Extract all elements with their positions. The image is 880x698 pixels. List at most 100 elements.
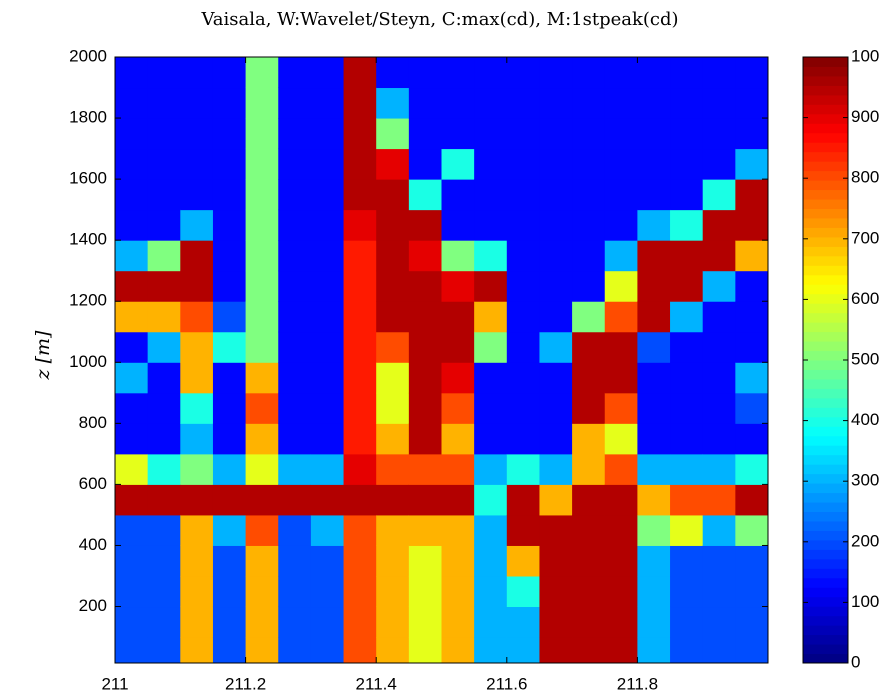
heat-cell — [735, 331, 768, 363]
heat-cell — [474, 87, 508, 119]
heat-cell — [376, 331, 410, 363]
heat-cell — [278, 637, 312, 663]
heat-cell — [278, 484, 312, 516]
heat-cell — [147, 240, 181, 272]
heat-cell — [702, 514, 736, 546]
heat-cell — [408, 606, 442, 638]
heat-cell — [147, 362, 181, 394]
heat-cell — [310, 87, 345, 119]
heat-cell — [474, 453, 508, 485]
heat-cell — [637, 240, 671, 272]
colorbar-step — [803, 132, 848, 143]
heat-cell — [115, 484, 149, 516]
heat-cell — [147, 453, 181, 485]
heat-cell — [376, 484, 410, 516]
colorbar-step — [803, 549, 848, 560]
heat-cell — [604, 240, 638, 272]
colorbar-step — [803, 577, 848, 588]
heat-cell — [115, 637, 149, 663]
heatmap — [115, 57, 768, 663]
heat-cell — [180, 57, 214, 89]
heat-cell — [376, 240, 410, 272]
heat-cell — [539, 606, 573, 638]
heat-cell — [376, 453, 410, 485]
heat-cell — [572, 179, 606, 211]
heat-cell — [245, 423, 279, 455]
heat-cell — [245, 514, 279, 546]
heat-cell — [147, 209, 181, 241]
heat-cell — [670, 606, 704, 638]
heat-cell — [637, 484, 671, 516]
heat-cell — [278, 209, 312, 241]
heat-cell — [245, 362, 279, 394]
colorbar-step — [803, 312, 848, 323]
colorbar-step — [803, 492, 848, 503]
heat-cell — [474, 331, 508, 363]
heat-cell — [245, 87, 279, 119]
heat-cell — [670, 301, 704, 333]
heat-cell — [180, 270, 214, 302]
heat-cell — [572, 87, 606, 119]
heat-cell — [572, 453, 606, 485]
heat-cell — [278, 423, 312, 455]
heat-cell — [212, 545, 247, 577]
colorbar-step — [803, 435, 848, 446]
colorbar-step — [803, 625, 848, 636]
heat-cell — [278, 606, 312, 638]
chart-title: Vaisala, W:Wavelet/Steyn, C:max(cd), M:1… — [200, 9, 678, 30]
heat-cell — [735, 423, 768, 455]
heat-cell — [278, 87, 312, 119]
heat-cell — [115, 270, 149, 302]
heat-cell — [506, 575, 540, 608]
heat-cell — [604, 148, 638, 180]
heat-cell — [702, 606, 736, 638]
heat-cell — [180, 118, 214, 150]
heat-cell — [702, 87, 736, 119]
heat-cell — [572, 514, 606, 546]
heat-cell — [572, 637, 606, 663]
heat-cell — [474, 637, 508, 663]
heat-cell — [539, 148, 573, 180]
heat-cell — [670, 331, 704, 363]
heat-cell — [310, 484, 345, 516]
colorbar-tick-label: 400 — [851, 410, 879, 429]
heat-cell — [408, 240, 442, 272]
heat-cell — [343, 179, 377, 211]
heat-cell — [539, 484, 573, 516]
heat-cell — [115, 545, 149, 577]
heat-cell — [702, 209, 736, 241]
colorbar-step — [803, 284, 848, 295]
heat-cell — [376, 637, 410, 663]
heat-cell — [408, 362, 442, 394]
heat-cell — [637, 270, 671, 302]
heat-cell — [180, 575, 214, 608]
heat-cell — [147, 179, 181, 211]
heat-cell — [702, 423, 736, 455]
heat-cell — [735, 362, 768, 394]
heat-cell — [278, 392, 312, 424]
heat-cell — [180, 606, 214, 638]
colorbar-step — [803, 397, 848, 408]
heat-cell — [670, 484, 704, 516]
colorbar-step — [803, 123, 848, 134]
heat-cell — [604, 637, 638, 663]
heat-cell — [115, 362, 149, 394]
heat-cell — [441, 209, 475, 241]
heat-cell — [441, 57, 475, 89]
heat-cell — [376, 118, 410, 150]
heat-cell — [343, 514, 377, 546]
heat-cell — [604, 545, 638, 577]
heat-cell — [702, 118, 736, 150]
heat-cell — [147, 545, 181, 577]
heat-cell — [115, 575, 149, 608]
heat-cell — [604, 362, 638, 394]
colorbar-step — [803, 615, 848, 626]
heat-cell — [474, 514, 508, 546]
heat-cell — [245, 545, 279, 577]
x-tick-label: 211.2 — [225, 674, 266, 693]
heat-cell — [506, 545, 540, 577]
heat-cell — [604, 118, 638, 150]
heat-cell — [212, 637, 247, 663]
heat-cell — [604, 392, 638, 424]
